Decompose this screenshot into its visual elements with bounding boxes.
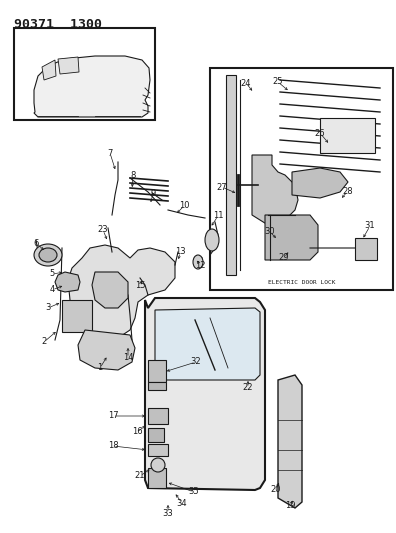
Text: 24: 24: [241, 78, 251, 87]
Text: 4: 4: [50, 286, 55, 295]
Text: 28: 28: [343, 187, 353, 196]
Polygon shape: [68, 245, 175, 338]
Text: ELECTRIC DOOR LOCK: ELECTRIC DOOR LOCK: [268, 280, 335, 285]
Polygon shape: [55, 272, 80, 292]
Text: 2: 2: [41, 337, 47, 346]
Text: 14: 14: [123, 353, 133, 362]
Bar: [148, 360, 166, 382]
Bar: [148, 428, 164, 442]
Text: 7: 7: [107, 149, 113, 157]
Text: 10: 10: [179, 201, 189, 211]
Text: 31: 31: [365, 222, 375, 230]
Text: 18: 18: [108, 441, 118, 450]
Text: 33: 33: [163, 508, 173, 518]
Polygon shape: [58, 57, 79, 74]
Polygon shape: [78, 330, 135, 370]
Text: 19: 19: [285, 502, 295, 511]
Text: 21: 21: [135, 472, 145, 481]
Text: 90371  1300: 90371 1300: [14, 18, 102, 31]
Text: 26: 26: [315, 128, 325, 138]
Text: 9: 9: [150, 190, 156, 198]
Text: 6: 6: [33, 238, 39, 247]
Text: 27: 27: [217, 182, 227, 191]
Text: 12: 12: [195, 262, 205, 271]
Text: 20: 20: [271, 486, 281, 495]
Bar: [148, 468, 166, 488]
Circle shape: [151, 458, 165, 472]
Polygon shape: [278, 375, 302, 508]
Polygon shape: [155, 308, 260, 380]
Text: 16: 16: [132, 427, 142, 437]
Text: 32: 32: [191, 358, 201, 367]
Text: 22: 22: [243, 384, 253, 392]
Text: 29: 29: [279, 254, 289, 262]
Bar: [355, 238, 377, 260]
Text: 34: 34: [177, 498, 187, 507]
Text: 15: 15: [135, 281, 145, 290]
Text: 1: 1: [97, 364, 103, 373]
Bar: [14, 28, 155, 120]
Polygon shape: [265, 215, 318, 260]
Text: 17: 17: [108, 411, 118, 421]
Polygon shape: [145, 298, 265, 490]
Bar: [320, 118, 375, 153]
Ellipse shape: [205, 229, 219, 251]
Text: 23: 23: [98, 225, 109, 235]
Bar: [148, 444, 168, 456]
Bar: [62, 300, 92, 332]
Text: 35: 35: [188, 488, 199, 497]
Ellipse shape: [34, 244, 62, 266]
Bar: [226, 75, 236, 275]
Ellipse shape: [193, 255, 203, 269]
Bar: [148, 408, 168, 424]
Ellipse shape: [39, 248, 57, 262]
Bar: [148, 382, 166, 390]
Text: 25: 25: [273, 77, 283, 86]
Polygon shape: [252, 155, 298, 225]
Polygon shape: [42, 60, 56, 80]
Text: 30: 30: [265, 228, 275, 237]
Text: 5: 5: [50, 270, 55, 279]
Text: 11: 11: [213, 212, 223, 221]
Text: 8: 8: [130, 172, 136, 181]
Polygon shape: [92, 272, 128, 308]
Bar: [210, 68, 393, 290]
Polygon shape: [34, 56, 150, 117]
Text: 13: 13: [175, 247, 185, 256]
Text: 3: 3: [45, 303, 51, 312]
Polygon shape: [292, 168, 348, 198]
